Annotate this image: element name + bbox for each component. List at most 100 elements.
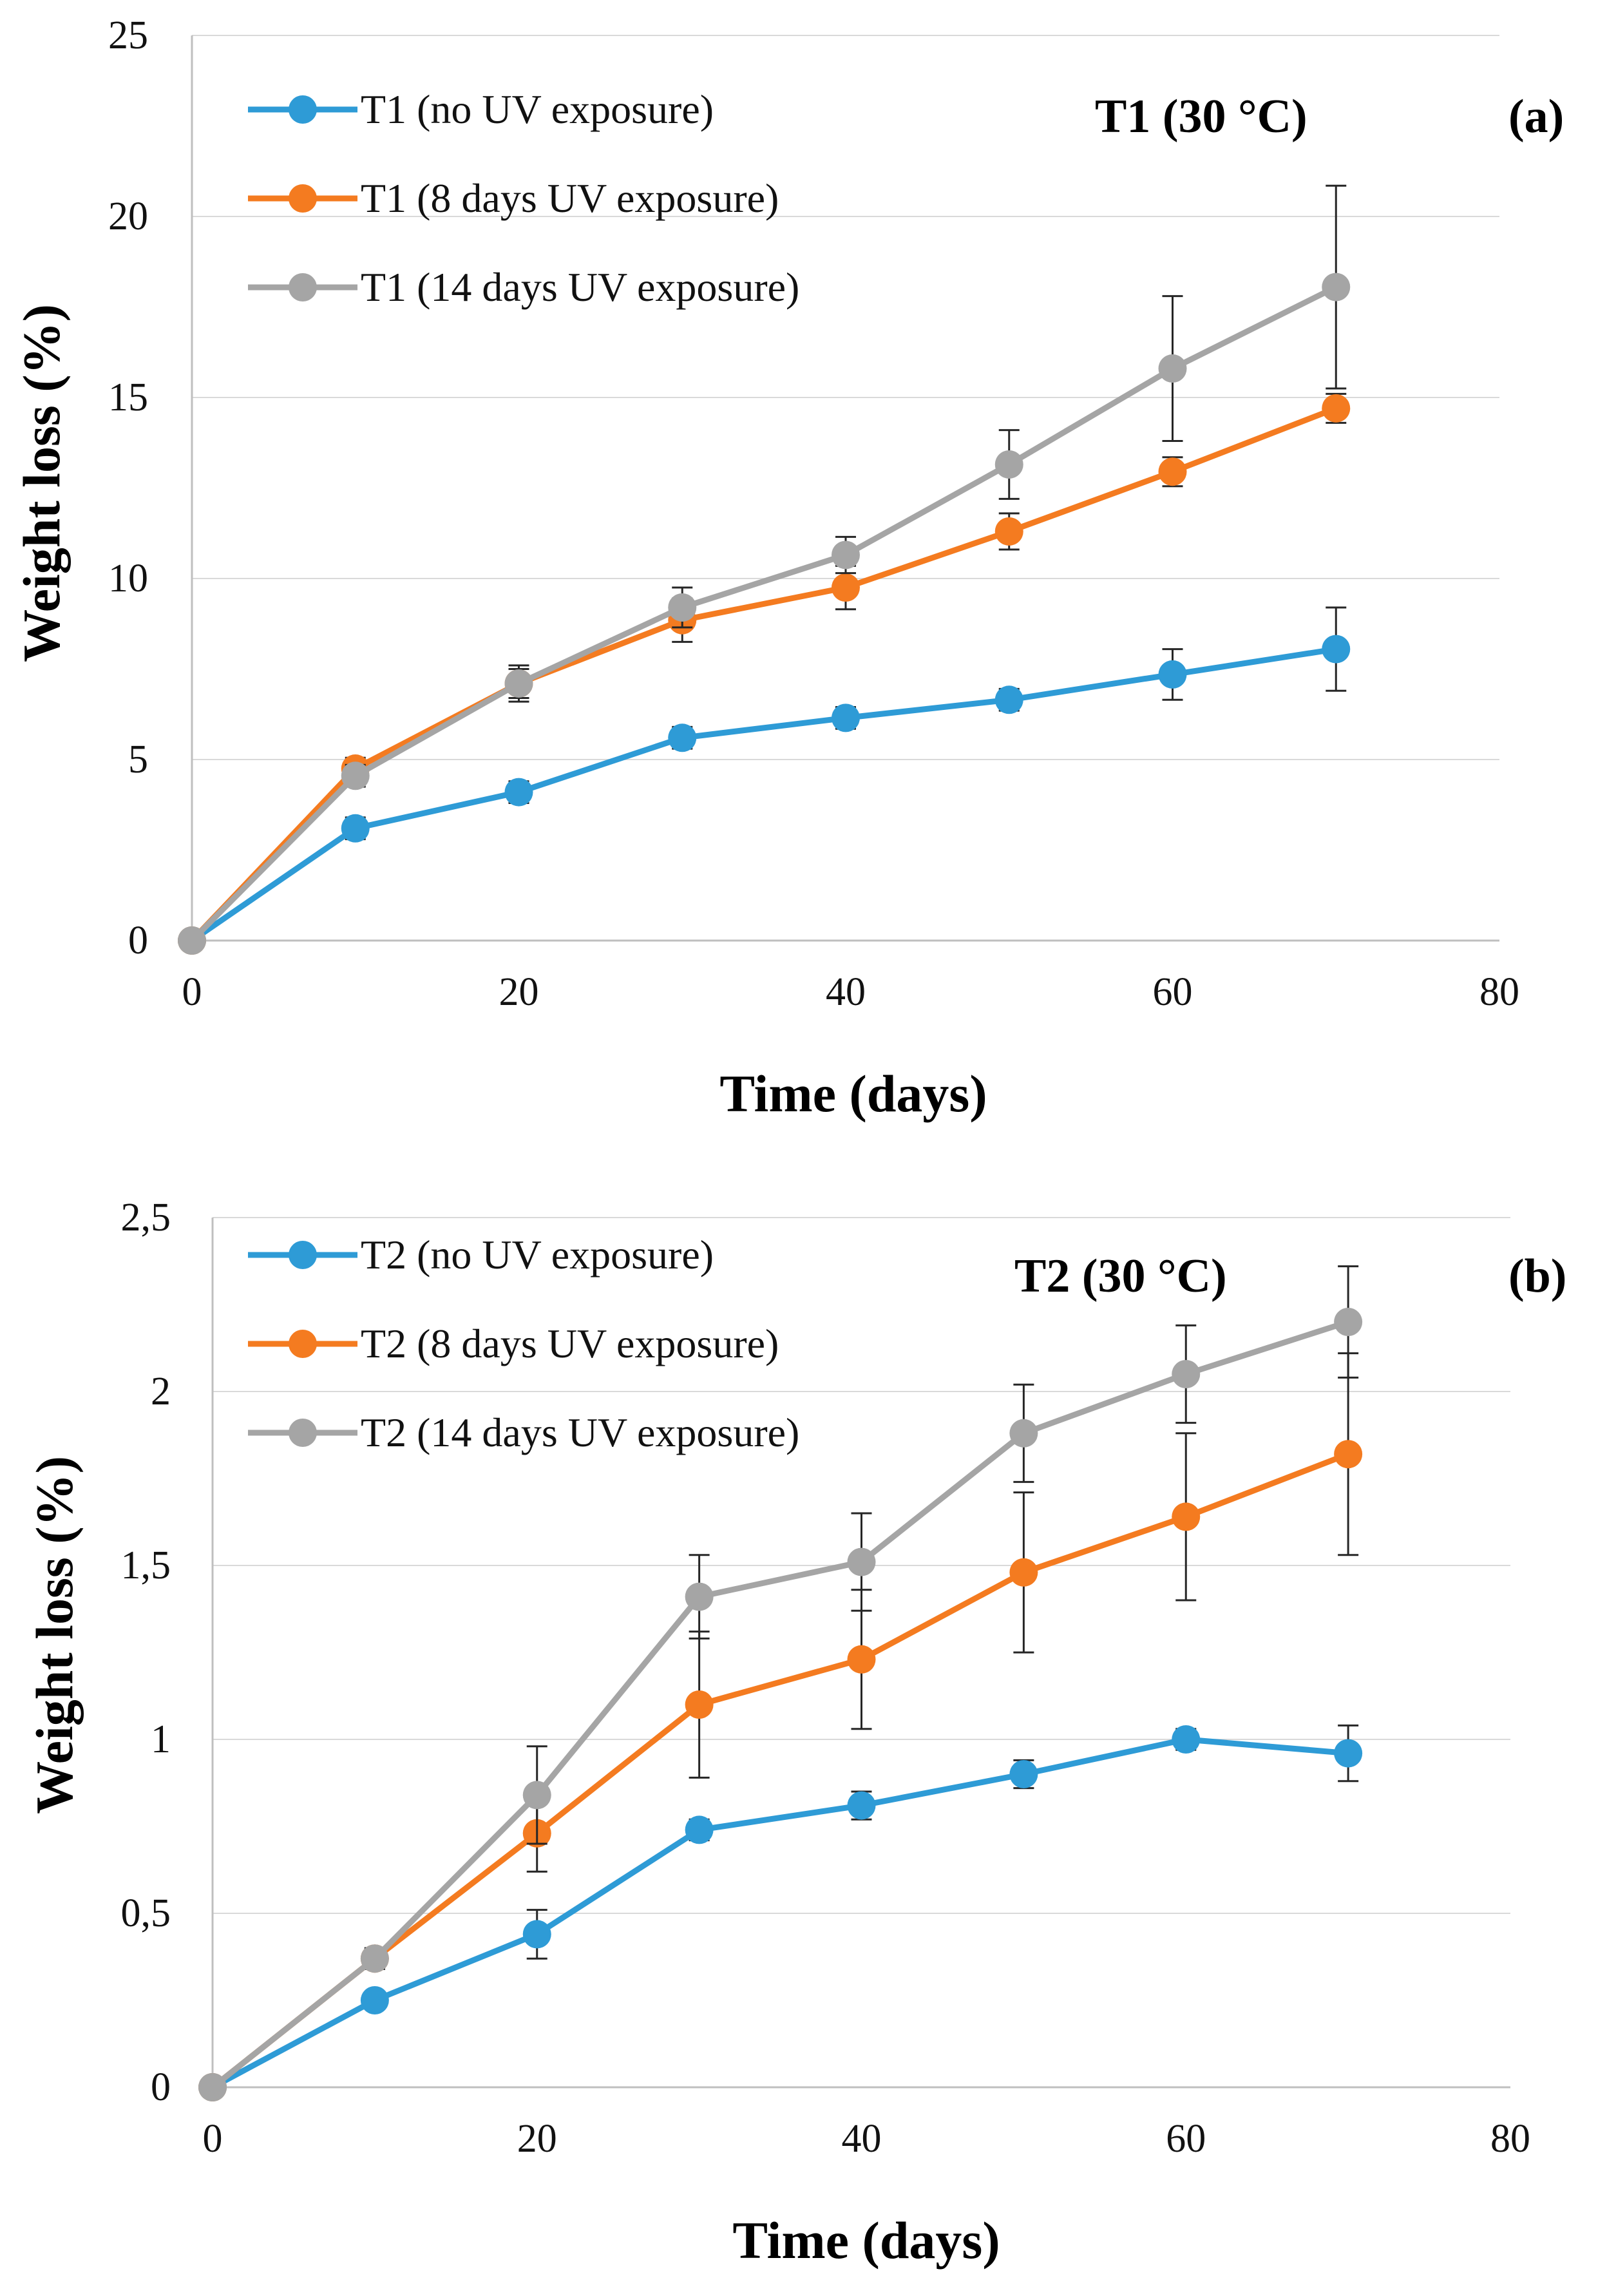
data-point[interactable]	[1158, 660, 1187, 689]
data-point[interactable]	[1172, 1360, 1201, 1388]
data-point[interactable]	[198, 2073, 227, 2101]
y-tick-label: 25	[108, 14, 148, 57]
data-point[interactable]	[522, 1781, 551, 1810]
data-point[interactable]	[1334, 1308, 1363, 1336]
x-axis-title: Time (days)	[719, 1064, 987, 1123]
legend-label: T2 (14 days UV exposure)	[361, 1410, 799, 1455]
data-point[interactable]	[847, 1547, 876, 1576]
data-point[interactable]	[1009, 1419, 1038, 1448]
data-point[interactable]	[1322, 394, 1351, 423]
data-point[interactable]	[1158, 457, 1187, 486]
x-tick-label: 40	[842, 2117, 882, 2161]
legend-marker	[289, 1330, 317, 1358]
data-point[interactable]	[685, 1690, 714, 1719]
y-tick-label: 0	[151, 2065, 171, 2109]
series-line[interactable]	[189, 405, 1337, 943]
x-tick-label: 0	[182, 970, 202, 1014]
series-3	[178, 184, 1351, 955]
data-point[interactable]	[847, 1645, 876, 1674]
axes: 0 5 10 15 20 25 0 20 40 60 80	[108, 14, 1519, 1014]
data-point[interactable]	[504, 669, 533, 698]
legend-entry[interactable]: T1 (no UV exposure)	[248, 86, 714, 132]
data-point[interactable]	[178, 926, 206, 955]
data-point[interactable]	[668, 593, 697, 622]
x-tick-label: 20	[499, 970, 539, 1014]
series-1	[178, 606, 1351, 955]
chart-annotation: T2 (30 °C)	[1014, 1250, 1227, 1303]
legend: T1 (no UV exposure) T1 (8 days UV exposu…	[248, 86, 799, 310]
y-tick-label: 0	[128, 919, 148, 962]
data-point[interactable]	[1334, 1739, 1363, 1768]
x-tick-label: 80	[1479, 970, 1519, 1014]
series-3	[198, 1265, 1363, 2101]
data-point[interactable]	[832, 541, 860, 569]
legend-marker	[289, 1419, 317, 1447]
legend-marker	[289, 1241, 317, 1269]
data-point[interactable]	[504, 778, 533, 807]
data-point[interactable]	[668, 723, 697, 752]
legend-entry[interactable]: T2 (14 days UV exposure)	[248, 1410, 799, 1455]
legend-label: T2 (no UV exposure)	[361, 1232, 714, 1277]
series-layer	[198, 1265, 1363, 2101]
data-point[interactable]	[1322, 635, 1351, 664]
legend-entry[interactable]: T2 (no UV exposure)	[248, 1232, 714, 1277]
legend-marker	[289, 273, 317, 301]
data-point[interactable]	[360, 1986, 389, 2014]
gridlines	[213, 1217, 1510, 1914]
data-point[interactable]	[1158, 354, 1187, 383]
data-point[interactable]	[1172, 1725, 1201, 1754]
y-tick-label: 5	[128, 738, 148, 781]
chart-annotation: T1 (30 °C)	[1095, 90, 1307, 143]
x-tick-label: 40	[826, 970, 866, 1014]
data-point[interactable]	[994, 450, 1023, 479]
series-line[interactable]	[211, 1451, 1349, 2090]
data-point[interactable]	[341, 761, 370, 790]
data-point[interactable]	[1009, 1760, 1038, 1788]
legend-label: T2 (8 days UV exposure)	[361, 1321, 779, 1366]
data-point[interactable]	[1172, 1502, 1201, 1531]
series-line[interactable]	[211, 1736, 1349, 2090]
axes: 0 0,5 1 1,5 2 2,5 0 20 40 60 80	[121, 1196, 1531, 2161]
legend-label: T1 (no UV exposure)	[361, 86, 714, 132]
data-point[interactable]	[832, 703, 860, 732]
x-tick-label: 60	[1153, 970, 1193, 1014]
data-point[interactable]	[341, 814, 370, 843]
legend-entry[interactable]: T1 (8 days UV exposure)	[248, 175, 779, 221]
data-point[interactable]	[847, 1791, 876, 1820]
legend-label: T1 (14 days UV exposure)	[361, 264, 799, 310]
y-tick-label: 1	[151, 1717, 171, 1761]
gridlines	[192, 35, 1499, 760]
legend-marker	[289, 95, 317, 124]
legend-entry[interactable]: T1 (14 days UV exposure)	[248, 264, 799, 310]
data-point[interactable]	[1322, 273, 1351, 301]
series-line[interactable]	[211, 1319, 1349, 2090]
y-tick-label: 1,5	[121, 1544, 171, 1587]
panel-label: (b)	[1508, 1250, 1566, 1303]
series-1	[198, 1724, 1363, 2101]
data-point[interactable]	[832, 573, 860, 602]
data-point[interactable]	[994, 517, 1023, 546]
chart-panel-b: 0 0,5 1 1,5 2 2,5 0 20 40 60 80 T2 (no UV exposure…	[25, 1196, 1566, 2270]
data-point[interactable]	[994, 685, 1023, 714]
legend-label: T1 (8 days UV exposure)	[361, 175, 779, 221]
y-axis-title: Weight loss (%)	[12, 304, 71, 662]
legend: T2 (no UV exposure) T2 (8 days UV exposu…	[248, 1232, 799, 1455]
series-line[interactable]	[189, 284, 1338, 943]
series-layer	[178, 184, 1351, 955]
y-tick-label: 0,5	[121, 1891, 171, 1935]
data-point[interactable]	[685, 1815, 714, 1844]
data-point[interactable]	[1334, 1440, 1363, 1469]
panel-label: (a)	[1508, 90, 1564, 143]
x-axis-title: Time (days)	[732, 2211, 1000, 2270]
data-point[interactable]	[685, 1582, 714, 1611]
data-point[interactable]	[360, 1944, 389, 1973]
legend-entry[interactable]: T2 (8 days UV exposure)	[248, 1321, 779, 1366]
x-tick-label: 20	[517, 2117, 557, 2161]
data-point[interactable]	[1009, 1558, 1038, 1587]
series-line[interactable]	[190, 646, 1336, 943]
y-tick-label: 20	[108, 195, 148, 238]
y-axis-title: Weight loss (%)	[25, 1456, 84, 1814]
data-point[interactable]	[522, 1920, 551, 1949]
x-tick-label: 80	[1490, 2117, 1530, 2161]
